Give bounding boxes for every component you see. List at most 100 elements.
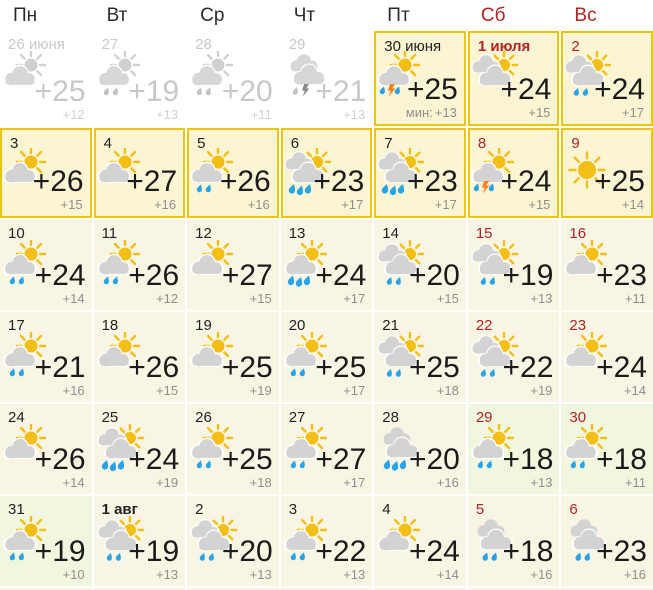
day-cell[interactable]: 23 +24 +14 — [561, 312, 653, 402]
weekday-label: Вт — [106, 5, 128, 26]
day-cell[interactable]: 3 +22 +13 — [280, 496, 373, 586]
day-min-temp: +13 — [156, 567, 178, 582]
day-max-temp: +26 — [34, 443, 86, 476]
sun-cloud-rain-icon — [3, 516, 47, 561]
day-date: 13 — [288, 225, 306, 242]
clouds-rain-icon — [477, 519, 513, 561]
day-date: 31 — [8, 501, 25, 518]
day-cell[interactable]: 8 +24 +15 — [467, 128, 560, 218]
day-cell[interactable]: 2 +20 +13 — [187, 496, 279, 586]
day-cell[interactable]: 28 +20 +11 — [187, 31, 279, 126]
day-min-temp: +16 — [63, 383, 85, 398]
day-cell[interactable]: 22 +22 +19 — [467, 312, 560, 402]
day-cell[interactable]: 27 +27 +17 — [280, 404, 373, 494]
day-cell[interactable]: 7 +23 +17 — [374, 128, 466, 218]
day-max-temp: +26 — [32, 165, 84, 198]
sun-cloud-icon — [564, 240, 608, 276]
day-cell[interactable]: 9 +25 +14 — [561, 128, 653, 218]
day-cell[interactable]: 19 +25 +19 — [187, 312, 279, 402]
day-min-temp: +19 — [156, 475, 178, 490]
day-cell[interactable]: 16 +23 +11 — [561, 220, 653, 310]
day-cell[interactable]: 10 +24 +14 — [0, 220, 92, 310]
day-cell[interactable]: 20 +25 +17 — [280, 312, 373, 402]
day-min-temp: +16 — [530, 567, 552, 582]
day-cell[interactable]: 12 +27 +15 — [187, 220, 279, 310]
sun-cloud-rain-icon — [284, 424, 328, 469]
day-cell[interactable]: 18 +26 +15 — [93, 312, 186, 402]
next-week-row-peek — [374, 588, 466, 590]
min-value: +14 — [62, 291, 85, 306]
day-cell[interactable]: 4 +24 +14 — [374, 496, 466, 586]
day-date: 17 — [8, 317, 25, 334]
day-cell[interactable]: 26 +25 +18 — [187, 404, 279, 494]
day-max-temp: +18 — [502, 535, 554, 568]
clouds-sun-rain-icon — [471, 240, 519, 285]
day-cell[interactable]: 28 +20 +16 — [374, 404, 466, 494]
sun-cloud-icon — [190, 240, 234, 276]
day-max-temp: +20 — [408, 259, 460, 292]
day-cell[interactable]: 5 +26 +16 — [187, 128, 279, 218]
weekday-label: Чт — [293, 5, 316, 26]
min-value: +19 — [249, 383, 272, 398]
min-value: +13 — [343, 567, 366, 582]
day-cell[interactable]: 25 +24 +19 — [93, 404, 186, 494]
day-cell[interactable]: 15 +19 +13 — [467, 220, 560, 310]
day-cell[interactable]: 4 +27 +16 — [93, 128, 186, 218]
day-min-temp: +17 — [343, 475, 365, 490]
day-date: 26 июня — [8, 36, 65, 53]
min-value: +17 — [343, 383, 366, 398]
weekday-header: Пн — [0, 0, 92, 29]
day-cell[interactable]: 30 +18 +11 — [561, 404, 653, 494]
sun-cloud-icon — [190, 332, 234, 368]
day-cell[interactable]: 29 +21 +13 — [280, 31, 373, 126]
day-cell[interactable]: 30 июня +25 мин: +13 — [374, 31, 466, 126]
day-cell[interactable]: 31 +19 +10 — [0, 496, 92, 586]
day-min-temp: +14 — [63, 475, 85, 490]
day-cell[interactable]: 13 +24 +17 — [280, 220, 373, 310]
min-value: +15 — [60, 197, 83, 212]
day-cell[interactable]: 2 +24 +17 — [561, 31, 653, 126]
day-date: 28 — [195, 36, 212, 53]
day-date: 5 — [197, 135, 206, 152]
day-cell[interactable]: 3 +26 +15 — [0, 128, 92, 218]
day-cell[interactable]: 24 +26 +14 — [0, 404, 92, 494]
day-cell[interactable]: 1 авг +19 +13 — [93, 496, 186, 586]
day-max-temp: +25 — [315, 351, 367, 384]
day-date: 6 — [569, 501, 578, 518]
day-cell[interactable]: 11 +26 +12 — [93, 220, 186, 310]
day-cell[interactable]: 29 +18 +13 — [467, 404, 560, 494]
day-max-temp: +25 — [406, 73, 458, 106]
day-cell[interactable]: 17 +21 +16 — [0, 312, 92, 402]
day-min-temp: +14 — [624, 383, 646, 398]
next-week-row-peek — [93, 588, 186, 590]
day-min-temp: +13 — [343, 567, 365, 582]
day-min-temp: +16 — [437, 475, 459, 490]
min-value: +17 — [343, 475, 366, 490]
day-date: 14 — [382, 225, 399, 242]
sun-cloud-rain-icon — [97, 240, 140, 285]
clouds-sun-icon — [471, 51, 519, 87]
day-max-temp: +25 — [34, 75, 86, 108]
sun-cloud-icon — [97, 148, 140, 184]
day-cell[interactable]: 14 +20 +15 — [374, 220, 466, 310]
day-min-temp: +15 — [528, 197, 550, 212]
day-date: 21 — [382, 317, 399, 334]
day-cell[interactable]: 5 +18 +16 — [467, 496, 560, 586]
sun-cloud-icon — [377, 516, 421, 552]
day-cell[interactable]: 1 июля +24 +15 — [467, 31, 560, 126]
day-cell[interactable]: 27 +19 +13 — [93, 31, 186, 126]
day-max-temp: +24 — [128, 443, 180, 476]
day-max-temp: +19 — [128, 75, 180, 108]
day-max-temp: +26 — [219, 165, 271, 198]
day-date: 15 — [475, 225, 493, 242]
day-cell[interactable]: 21 +25 +18 — [374, 312, 466, 402]
clouds-sun-rain-icon — [377, 240, 425, 285]
min-value: +16 — [436, 475, 459, 490]
day-cell[interactable]: 26 июня +25 +12 — [0, 31, 92, 126]
day-cell[interactable]: 6 +23 +17 — [280, 128, 373, 218]
day-max-temp: +27 — [315, 443, 367, 476]
day-min-temp: +12 — [63, 107, 85, 122]
sun-cloud-rain-icon — [190, 51, 234, 96]
day-cell[interactable]: 6 +23 +16 — [561, 496, 653, 586]
